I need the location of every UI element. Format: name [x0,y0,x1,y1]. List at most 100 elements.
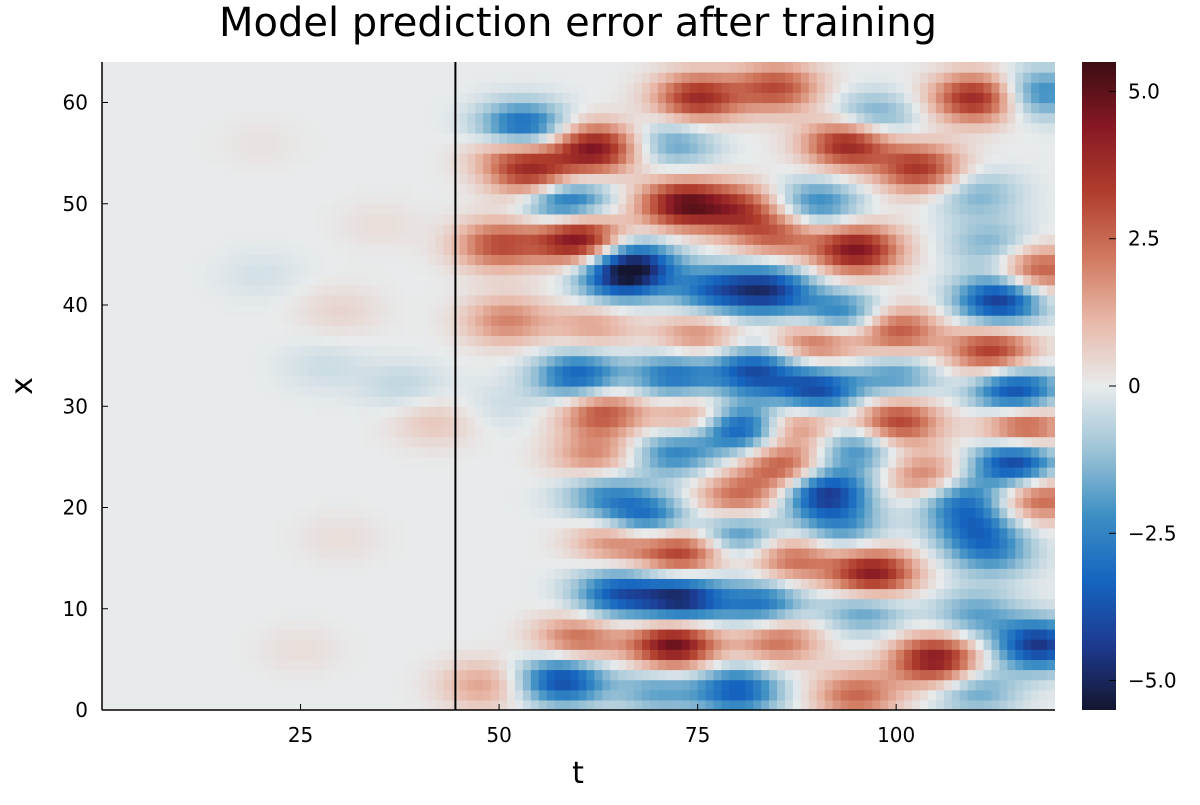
heatmap-cell [657,82,667,93]
heatmap-cell [379,173,389,185]
heatmap-cell [491,355,500,367]
heatmap-cell [244,699,254,710]
heatmap-cell [689,548,699,559]
heatmap-cell [657,507,667,519]
heatmap-cell [530,274,540,286]
heatmap-cell [665,568,675,579]
heatmap-cell [594,315,603,326]
heatmap-cell [181,487,190,498]
heatmap-cell [499,163,508,174]
heatmap-cell [102,649,111,660]
heatmap-cell [411,689,421,701]
heatmap-cell [554,193,564,205]
heatmap-cell [252,477,262,488]
heatmap-cell [602,244,611,255]
heatmap-cell [435,588,445,600]
heatmap-cell [300,527,310,539]
heatmap-cell [634,588,643,600]
heatmap-cell [578,264,588,276]
heatmap-cell [102,284,111,296]
heatmap-cell [459,183,468,195]
heatmap-cell [618,294,627,306]
heatmap-cell [102,436,111,448]
heatmap-cell [507,92,516,104]
heatmap-cell [626,639,635,650]
heatmap-cell [554,568,564,579]
heatmap-cell [649,456,659,468]
heatmap-cell [276,578,286,590]
heatmap-cell [181,578,190,590]
heatmap-cell [292,335,302,347]
heatmap-cell [292,396,302,407]
heatmap-cell [419,315,429,326]
heatmap-cell [308,284,318,296]
heatmap-cell [117,568,127,579]
heatmap-cell [102,568,111,579]
heatmap-cell [427,244,437,255]
heatmap-cell [626,558,635,569]
heatmap-cell [197,112,206,124]
heatmap-cell [189,102,198,114]
heatmap-cell [554,82,564,93]
heatmap-cell [705,254,715,266]
heatmap-cell [379,335,389,347]
heatmap-cell [522,143,532,154]
heatmap-cell [308,456,318,468]
heatmap-cell [626,375,635,387]
heatmap-cell [546,537,556,549]
heatmap-cell [459,112,468,124]
heatmap-cell [673,365,683,377]
heatmap-cell [562,234,572,245]
heatmap-cell [372,386,381,397]
heatmap-cell [467,689,476,701]
heatmap-cell [276,416,286,428]
heatmap-cell [252,264,262,276]
heatmap-cell [189,558,198,569]
heatmap-cell [689,224,699,235]
heatmap-cell [395,527,405,539]
heatmap-cell [340,213,349,225]
heatmap-cell [713,517,723,529]
heatmap-cell [546,639,556,650]
heatmap-cell [300,213,310,225]
heatmap-cell [594,193,603,205]
heatmap-cell [697,426,707,438]
heatmap-cell [522,375,532,387]
heatmap-cell [602,608,611,620]
heatmap-cell [308,264,318,276]
heatmap-cell [657,294,667,306]
heatmap-cell [364,153,373,164]
heatmap-cell [467,274,476,286]
heatmap-cell [491,335,500,347]
heatmap-cell [237,274,246,286]
heatmap-cell [165,355,175,367]
heatmap-cell [181,213,190,225]
heatmap-cell [109,487,119,498]
heatmap-cell [372,446,381,458]
heatmap-cell [340,477,349,488]
heatmap-cell [340,72,349,83]
heatmap-cell [546,578,556,590]
heatmap-cell [681,456,691,468]
heatmap-cell [340,416,349,428]
heatmap-cell [491,527,500,539]
heatmap-cell [213,558,222,569]
heatmap-cell [300,62,310,73]
heatmap-cell [387,254,397,266]
heatmap-cell [507,527,516,539]
heatmap-cell [340,598,349,610]
heatmap-cell [189,112,198,124]
heatmap-cell [443,264,453,276]
heatmap-cell [642,112,651,124]
heatmap-cell [530,62,540,73]
heatmap-cell [276,558,286,569]
heatmap-cell [514,183,524,195]
heatmap-cell [213,315,222,326]
heatmap-cell [483,578,492,590]
heatmap-cell [538,183,548,195]
heatmap-cell [205,365,214,377]
heatmap-cell [141,234,151,245]
heatmap-cell [372,426,381,438]
heatmap-cell [244,649,254,660]
heatmap-cell [165,102,175,114]
